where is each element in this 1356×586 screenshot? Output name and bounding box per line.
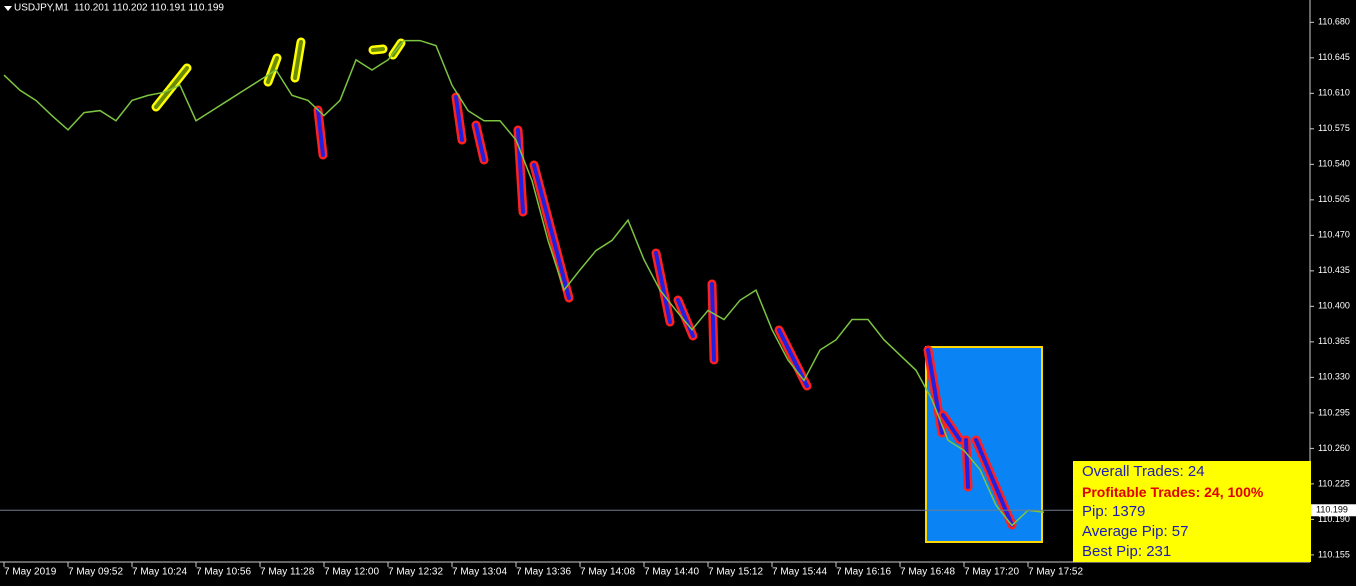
x-tick-label: 7 May 17:52 bbox=[1028, 567, 1083, 578]
overall-trades: Overall Trades: 24 bbox=[1082, 463, 1205, 480]
menu-triangle[interactable] bbox=[4, 6, 12, 11]
y-tick-label: 110.575 bbox=[1318, 123, 1350, 133]
average-pip: Average Pip: 57 bbox=[1082, 523, 1189, 540]
trade-lines bbox=[151, 37, 1017, 530]
current-price-label: 110.199 bbox=[1316, 505, 1348, 515]
pip: Pip: 1379 bbox=[1082, 503, 1146, 520]
y-tick-label: 110.330 bbox=[1318, 372, 1350, 382]
x-tick-label: 7 May 11:28 bbox=[260, 567, 315, 578]
profitable-trades: Profitable Trades: 24, 100% bbox=[1082, 484, 1264, 500]
x-tick-label: 7 May 09:52 bbox=[68, 567, 123, 578]
sell-trade bbox=[454, 95, 464, 142]
y-tick-label: 110.225 bbox=[1318, 478, 1350, 488]
stats-panel: Overall Trades: 24 Profitable Trades: 24… bbox=[1073, 461, 1311, 562]
y-tick-label: 110.365 bbox=[1318, 336, 1350, 346]
sell-trade bbox=[516, 128, 525, 214]
x-tick-label: 7 May 10:24 bbox=[132, 567, 187, 578]
y-tick-label: 110.260 bbox=[1318, 443, 1350, 453]
highlight-box bbox=[925, 346, 1043, 543]
sell-trade bbox=[474, 123, 486, 162]
y-tick-label: 110.435 bbox=[1318, 265, 1350, 275]
sell-trade bbox=[964, 438, 970, 489]
sell-trade bbox=[974, 438, 1014, 527]
y-tick-label: 110.155 bbox=[1318, 549, 1350, 559]
y-tick-label: 110.610 bbox=[1318, 88, 1350, 98]
sell-trade bbox=[777, 328, 809, 388]
x-tick-label: 7 May 15:12 bbox=[708, 567, 763, 578]
x-tick-label: 7 May 2019 bbox=[4, 567, 57, 578]
sell-trade bbox=[316, 108, 325, 157]
x-tick-label: 7 May 16:16 bbox=[836, 567, 891, 578]
y-tick-label: 110.190 bbox=[1318, 514, 1350, 524]
sell-trade bbox=[710, 282, 716, 362]
x-tick-label: 7 May 14:40 bbox=[644, 567, 699, 578]
y-tick-label: 110.645 bbox=[1318, 52, 1350, 62]
x-tick-label: 7 May 15:44 bbox=[772, 567, 827, 578]
current-price-box bbox=[1311, 504, 1356, 517]
buy-trade bbox=[154, 66, 189, 109]
y-tick-label: 110.540 bbox=[1318, 159, 1350, 169]
symbol: USDJPY,M1 bbox=[14, 3, 69, 14]
x-tick-label: 7 May 14:08 bbox=[580, 567, 635, 578]
x-tick-label: 7 May 13:04 bbox=[452, 567, 507, 578]
sell-trade bbox=[676, 298, 695, 338]
x-tick-label: 7 May 17:20 bbox=[964, 567, 1019, 578]
x-tick-label: 7 May 10:56 bbox=[196, 567, 251, 578]
y-tick-label: 110.680 bbox=[1318, 17, 1350, 27]
buy-trade bbox=[293, 40, 303, 80]
sell-trade bbox=[941, 413, 962, 442]
price-line bbox=[3, 39, 1045, 527]
y-tick-label: 110.295 bbox=[1318, 407, 1350, 417]
y-tick-label: 110.505 bbox=[1318, 194, 1350, 204]
sell-trade bbox=[654, 251, 672, 324]
y-tick-label: 110.470 bbox=[1318, 230, 1350, 240]
buy-trade bbox=[371, 47, 385, 52]
ohlc: 110.201 110.202 110.191 110.199 bbox=[74, 3, 224, 14]
x-tick-label: 7 May 16:48 bbox=[900, 567, 955, 578]
x-tick-label: 7 May 12:00 bbox=[324, 567, 379, 578]
best-pip: Best Pip: 231 bbox=[1082, 543, 1172, 560]
x-tick-label: 7 May 12:32 bbox=[388, 567, 443, 578]
sell-trade bbox=[532, 163, 571, 300]
x-tick-label: 7 May 13:36 bbox=[516, 567, 571, 578]
buy-trade bbox=[266, 56, 279, 84]
y-tick-label: 110.400 bbox=[1318, 301, 1350, 311]
